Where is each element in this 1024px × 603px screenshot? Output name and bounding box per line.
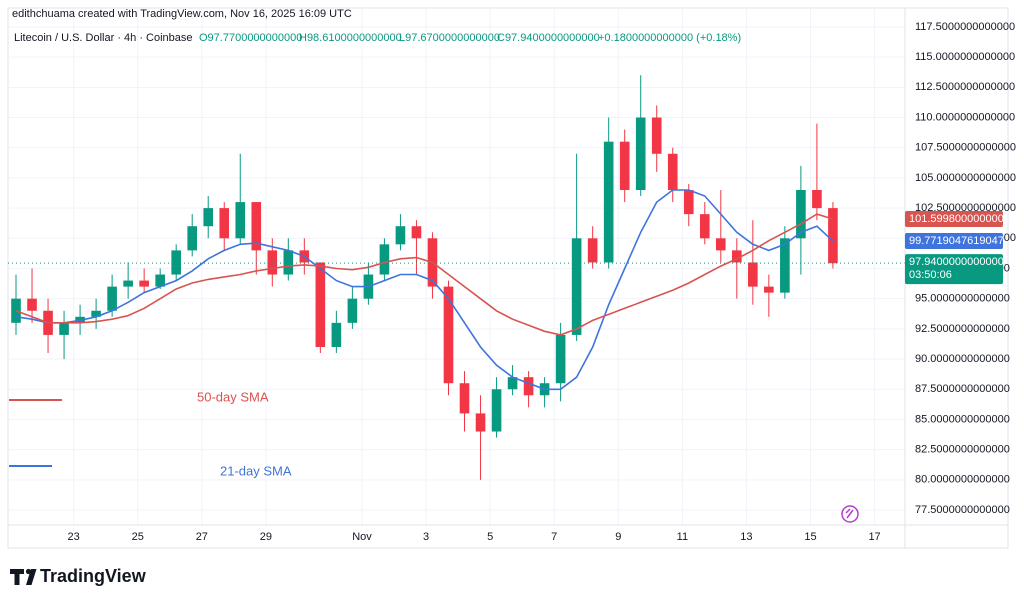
candle-body [267,250,278,275]
candle-body [27,298,37,311]
x-tick-label: 7 [551,531,557,543]
ohlc-change: +0.1800000000000 (+0.18%) [598,32,741,44]
candle-body [315,262,326,347]
candle-body [331,322,342,347]
x-tick-label: 27 [196,531,208,543]
y-tick-label: 90.0000000000000 [915,353,1010,365]
candle-body [780,238,790,293]
candle-body [667,153,678,190]
price-tag-label: 99.7719047619047 [909,235,1004,247]
candle-body [635,117,646,190]
candle-body [475,413,486,432]
candle-body [107,286,117,311]
ohlc-open: O97.7700000000000 [199,32,302,44]
x-tick-label: 5 [487,531,493,543]
y-tick-label: 107.5000000000000 [915,142,1016,154]
candle-body [203,208,214,227]
price-tag [905,254,1003,285]
candle-body [411,226,422,239]
candle-body [251,202,262,251]
candle-body [812,189,822,209]
ohlc-close: C97.9400000000000 [497,32,600,44]
price-tag-label: 97.9400000000000 [909,256,1004,268]
candle-body [91,310,101,317]
y-tick-label: 117.5000000000000 [915,21,1015,33]
y-tick-label: 92.5000000000000 [915,323,1010,335]
price-tag-label: 101.5998000000001 [909,213,1010,225]
candle-body [732,250,742,263]
x-tick-label: 29 [260,531,272,543]
x-tick-label: 3 [423,531,429,543]
plot [8,8,905,525]
candle-body [619,141,630,190]
y-tick-label: 82.5000000000000 [915,444,1010,456]
y-tick-label: 110.0000000000000 [915,111,1015,123]
candle-body [235,202,246,239]
candle-body [603,141,614,263]
event-icon [845,508,854,519]
candle-body [699,214,710,239]
candle-body [507,377,518,390]
candle-body [171,250,181,275]
price-tag [905,233,1003,250]
x-tick-label: 23 [68,531,80,543]
x-tick-label: Nov [352,531,372,543]
candle-body [395,226,406,245]
y-tick-label: 80.0000000000000 [915,474,1010,486]
candle-body [459,383,470,414]
x-tick-label: 25 [132,531,144,543]
candle-body [523,377,534,396]
chart-frame [7,7,1009,549]
ohlc-low: L97.6700000000000 [399,32,500,44]
candle-body [796,189,806,239]
candle-body [59,322,69,335]
x-tick-label: 15 [804,531,816,543]
candle-body [715,238,726,251]
y-tick-label: 105.0000000000000 [915,172,1016,184]
candle-body [748,262,758,287]
x-tick-label: 9 [615,531,621,543]
candle-body [651,117,662,154]
y-tick-label: 115.0000000000000 [915,51,1015,63]
y-tick-label: 77.5000000000000 [915,504,1010,516]
y-tick-label: 112.5000000000000 [915,81,1015,93]
candle-body [347,298,358,323]
candle-body [155,274,165,287]
candle-body [683,189,694,215]
candle-body [764,286,774,293]
candle-body [828,208,838,264]
credit: edithchuama created with TradingView.com… [12,8,352,20]
candle-body [555,334,566,384]
candle-body [187,226,198,251]
x-tick-label: 17 [868,531,880,543]
candle-body [123,280,133,287]
candle-body [443,286,454,384]
y-tick-label: 85.0000000000000 [915,413,1010,425]
price-tag [905,210,1003,227]
candle-body [283,250,294,275]
countdown: 03:50:06 [909,269,952,281]
candle-body [571,238,582,335]
y-tick-label: 95.0000000000000 [915,293,1010,305]
x-tick-label: 11 [677,531,688,543]
x-tick-label: 13 [740,531,752,543]
candle-body [219,208,230,239]
candle-body [139,280,149,287]
sma-line [15,213,834,336]
y-tick-label: 87.5000000000000 [915,383,1010,395]
logo [10,568,37,585]
symbol: Litecoin / U.S. Dollar · 4h · Coinbase [14,32,193,44]
candle-body [491,389,502,432]
candle-body [587,238,598,263]
candle-body [11,298,21,323]
legend-label: 21-day SMA [220,463,292,478]
candle-body [379,244,390,275]
legend-label: 50-day SMA [197,389,269,404]
brand: TradingView [40,566,147,586]
ohlc-high: H98.6100000000000 [299,32,402,44]
sma-line [15,189,834,391]
